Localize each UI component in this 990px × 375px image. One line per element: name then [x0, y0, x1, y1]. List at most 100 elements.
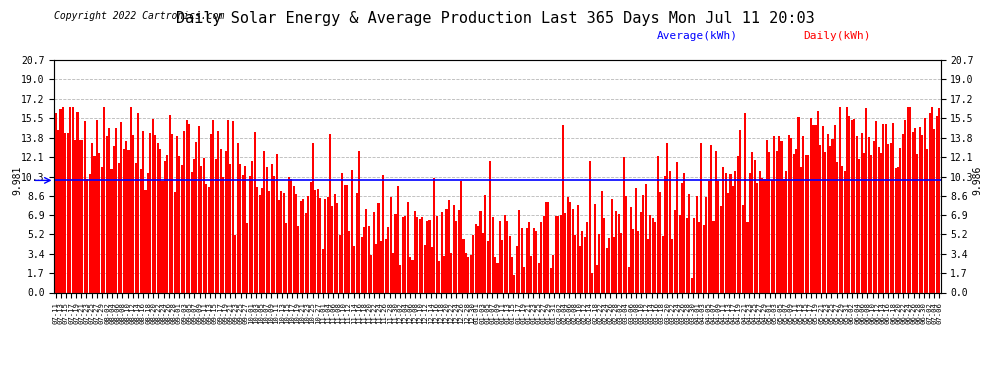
- Text: 9.986: 9.986: [973, 166, 983, 195]
- Bar: [215, 159, 217, 292]
- Bar: [708, 181, 710, 292]
- Bar: [382, 176, 384, 292]
- Bar: [414, 211, 416, 292]
- Bar: [154, 135, 156, 292]
- Bar: [407, 202, 409, 292]
- Bar: [66, 133, 69, 292]
- Bar: [880, 153, 882, 292]
- Bar: [531, 256, 533, 292]
- Bar: [261, 188, 263, 292]
- Bar: [365, 209, 367, 292]
- Bar: [526, 228, 528, 292]
- Bar: [514, 274, 516, 292]
- Bar: [419, 219, 421, 292]
- Bar: [266, 167, 268, 292]
- Bar: [521, 228, 523, 292]
- Bar: [171, 135, 173, 292]
- Bar: [319, 198, 322, 292]
- Bar: [917, 154, 919, 292]
- Bar: [367, 226, 370, 292]
- Bar: [519, 210, 521, 292]
- Bar: [302, 200, 304, 292]
- Bar: [300, 201, 302, 292]
- Bar: [183, 131, 185, 292]
- Text: 9.981: 9.981: [12, 166, 22, 195]
- Bar: [926, 149, 929, 292]
- Bar: [596, 265, 598, 292]
- Bar: [149, 133, 151, 292]
- Bar: [800, 167, 802, 292]
- Bar: [549, 268, 551, 292]
- Bar: [263, 151, 265, 292]
- Bar: [84, 121, 86, 292]
- Bar: [460, 181, 462, 292]
- Bar: [111, 169, 113, 292]
- Bar: [848, 116, 850, 292]
- Bar: [499, 221, 501, 292]
- Bar: [678, 214, 680, 292]
- Bar: [74, 140, 76, 292]
- Bar: [839, 108, 841, 292]
- Bar: [176, 136, 178, 292]
- Bar: [108, 128, 110, 292]
- Bar: [720, 207, 722, 292]
- Bar: [317, 189, 319, 292]
- Bar: [742, 205, 743, 292]
- Bar: [409, 257, 411, 292]
- Bar: [494, 257, 496, 292]
- Text: Daily Solar Energy & Average Production Last 365 Days Mon Jul 11 20:03: Daily Solar Energy & Average Production …: [175, 11, 815, 26]
- Bar: [780, 141, 782, 292]
- Bar: [115, 128, 118, 292]
- Bar: [528, 222, 530, 292]
- Bar: [798, 117, 800, 292]
- Bar: [914, 128, 916, 292]
- Bar: [846, 108, 848, 292]
- Bar: [360, 237, 362, 292]
- Bar: [312, 143, 314, 292]
- Bar: [227, 120, 229, 292]
- Bar: [751, 152, 753, 292]
- Bar: [404, 216, 406, 292]
- Bar: [295, 194, 297, 292]
- Bar: [538, 263, 540, 292]
- Bar: [829, 146, 831, 292]
- Bar: [722, 166, 725, 292]
- Bar: [635, 188, 637, 292]
- Bar: [358, 151, 360, 292]
- Bar: [628, 267, 630, 292]
- Bar: [474, 224, 476, 292]
- Bar: [147, 173, 148, 292]
- Bar: [501, 240, 503, 292]
- Bar: [166, 155, 168, 292]
- Bar: [718, 181, 720, 292]
- Bar: [337, 204, 339, 292]
- Bar: [469, 255, 472, 292]
- Bar: [810, 118, 812, 292]
- Bar: [673, 210, 676, 292]
- Bar: [193, 159, 195, 292]
- Bar: [725, 173, 727, 292]
- Text: Copyright 2022 Cartronics.com: Copyright 2022 Cartronics.com: [54, 11, 225, 21]
- Bar: [606, 248, 608, 292]
- Bar: [429, 220, 431, 292]
- Bar: [205, 184, 207, 292]
- Bar: [135, 163, 137, 292]
- Bar: [616, 211, 618, 292]
- Bar: [322, 249, 324, 292]
- Bar: [815, 124, 817, 292]
- Bar: [324, 199, 326, 292]
- Bar: [397, 186, 399, 292]
- Bar: [59, 109, 61, 292]
- Bar: [477, 226, 479, 292]
- Bar: [390, 197, 392, 292]
- Bar: [735, 171, 737, 292]
- Bar: [890, 142, 892, 292]
- Bar: [377, 203, 379, 292]
- Bar: [654, 222, 656, 292]
- Bar: [434, 178, 436, 292]
- Bar: [426, 221, 428, 292]
- Bar: [103, 108, 105, 292]
- Bar: [251, 161, 253, 292]
- Bar: [897, 167, 899, 292]
- Bar: [342, 173, 344, 292]
